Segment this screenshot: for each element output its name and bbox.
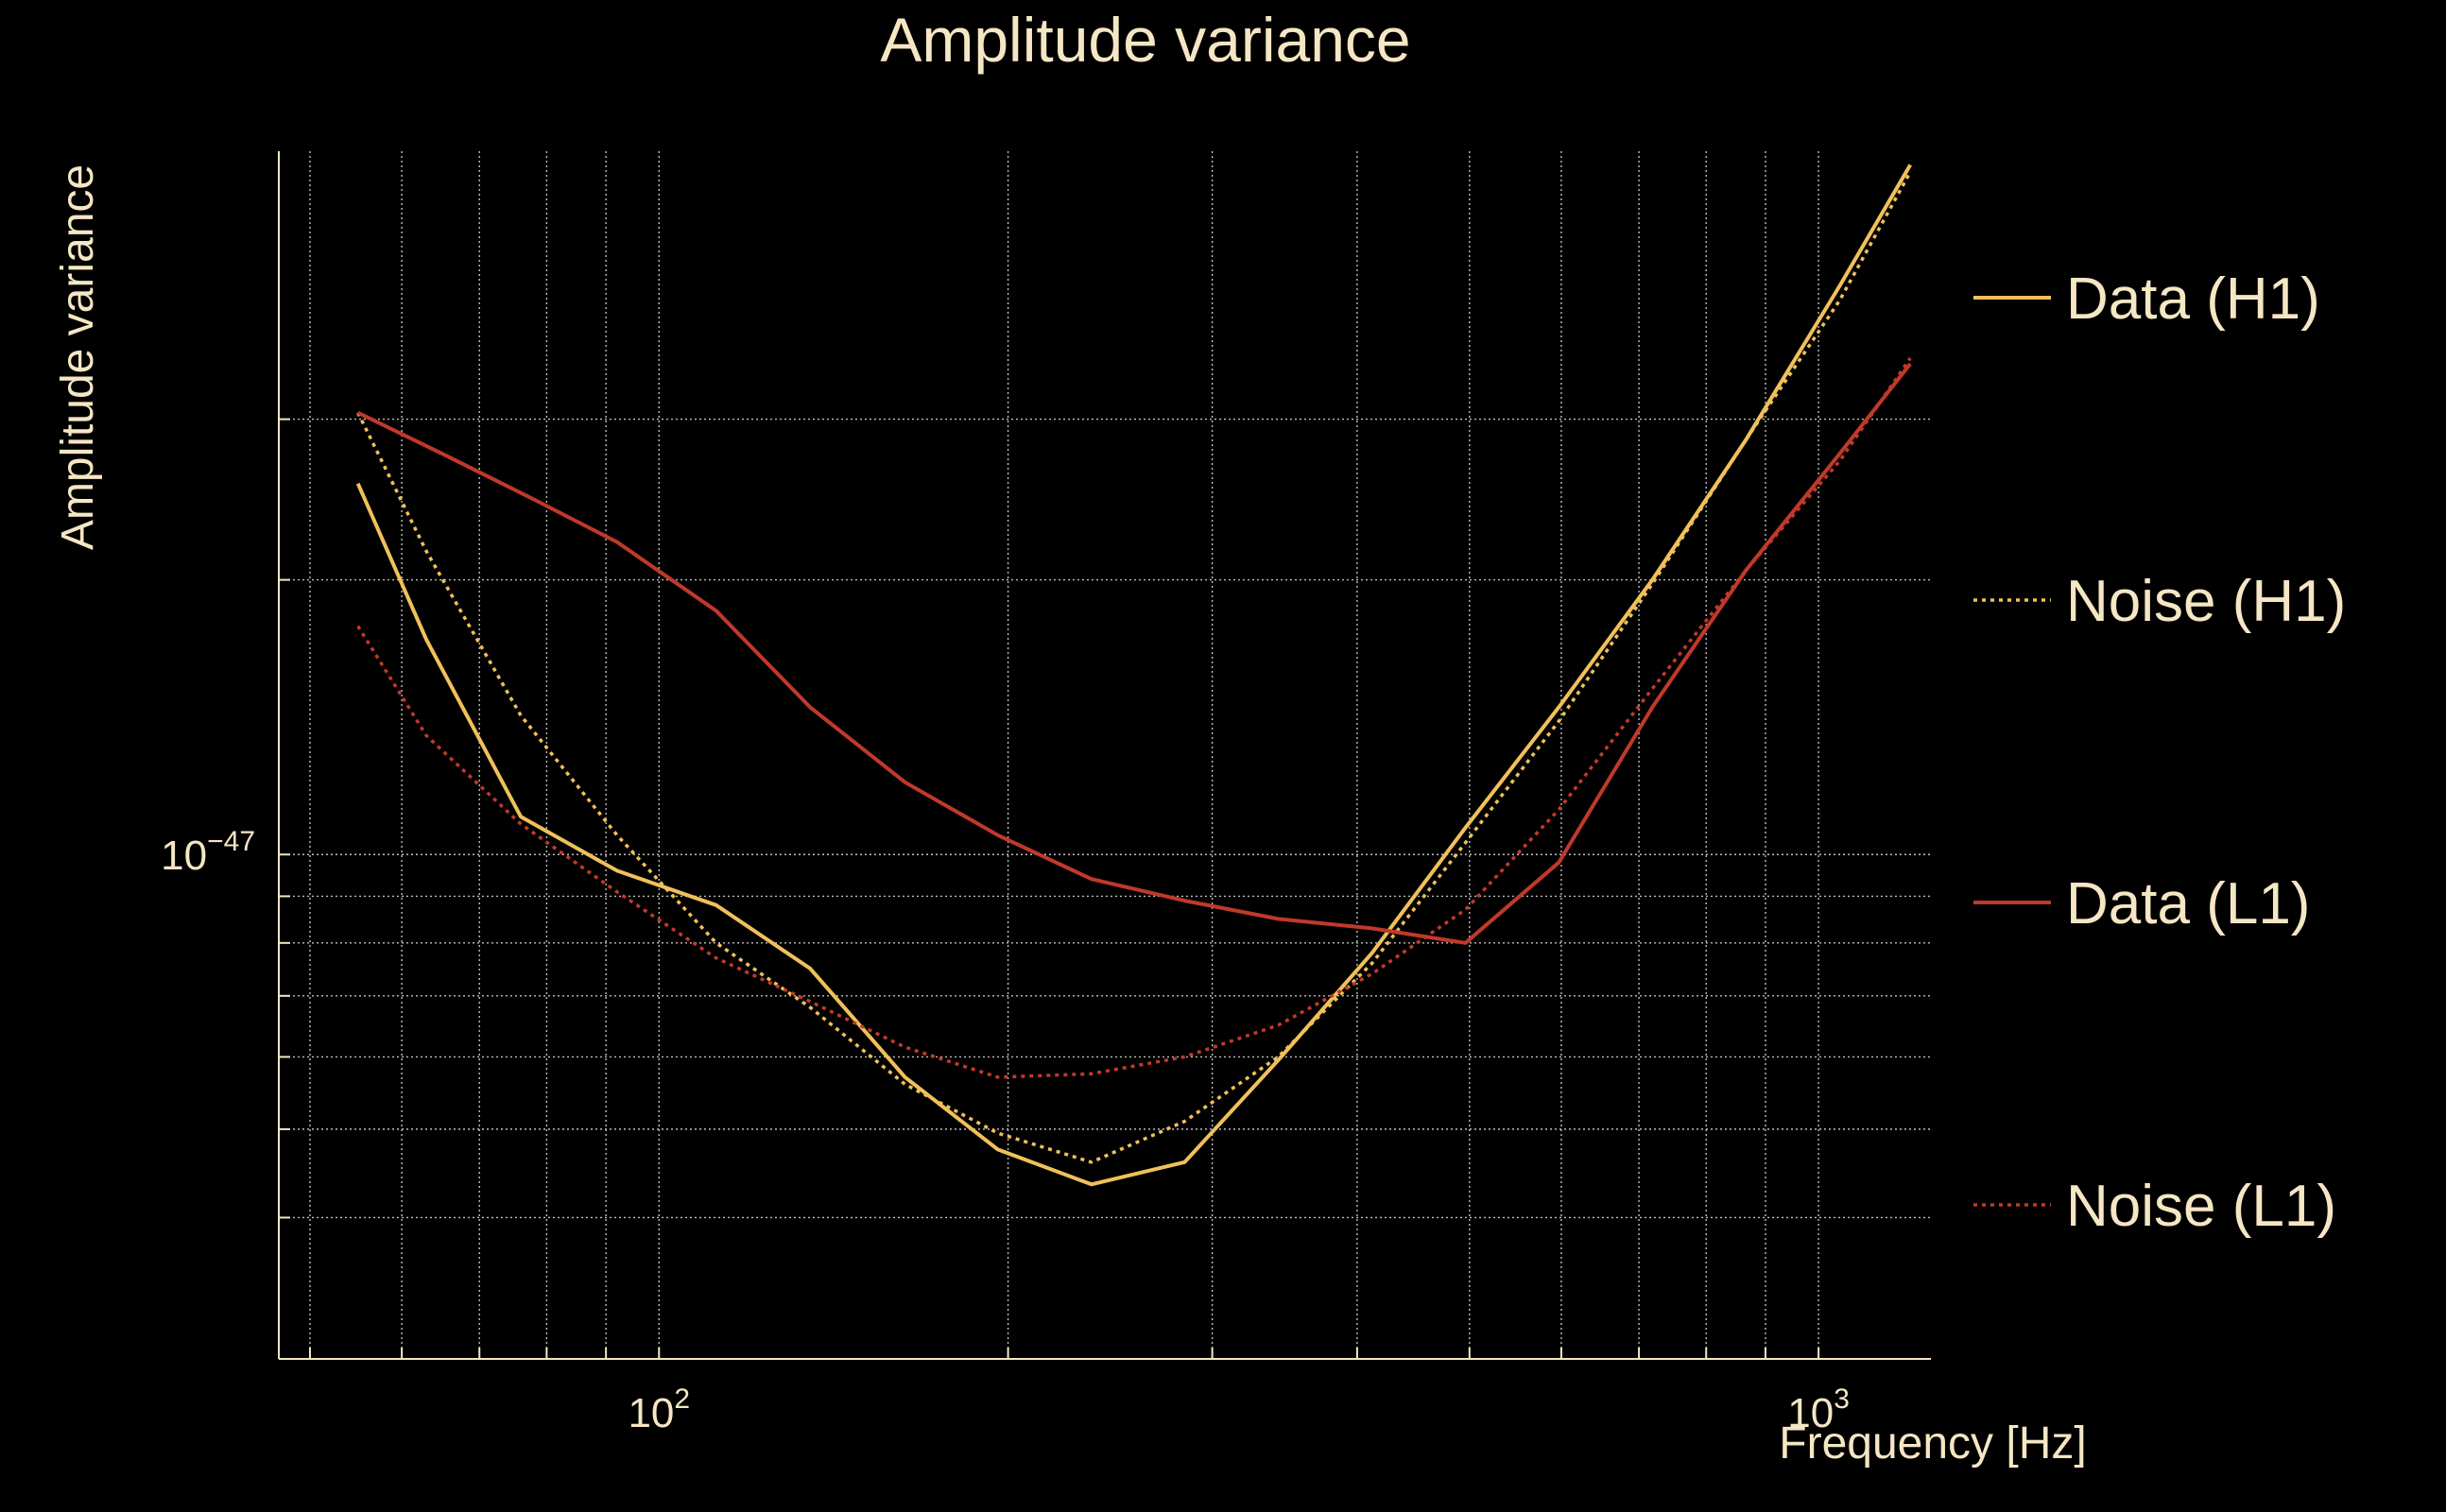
axes [278, 151, 1931, 1360]
legend-item-data-h1: Data (H1) [1973, 266, 2320, 332]
legend-item-noise-l1: Noise (L1) [1973, 1174, 2336, 1239]
y-tick-label: 10−47 [161, 826, 255, 879]
legend-label-data-h1: Data (H1) [2066, 266, 2320, 332]
x-axis-label: Frequency [Hz] [1779, 1418, 2086, 1469]
tick-labels: 102 103 10−47 [161, 826, 1850, 1436]
legend-item-data-l1: Data (L1) [1973, 871, 2310, 936]
x-tick-label: 103 [1787, 1383, 1850, 1436]
grid [279, 151, 1931, 1359]
x-tick-label: 102 [628, 1383, 690, 1436]
legend: Data (H1) Noise (H1) Data (L1) Noise (L1) [1973, 266, 2346, 1239]
legend-label-data-l1: Data (L1) [2066, 871, 2310, 936]
legend-item-noise-h1: Noise (H1) [1973, 569, 2346, 634]
series-line-data-l1 [356, 362, 1912, 945]
series-line-noise-h1 [356, 171, 1912, 1164]
legend-label-noise-l1: Noise (L1) [2066, 1174, 2336, 1239]
series-line-data-h1 [355, 163, 1912, 1187]
legend-label-noise-h1: Noise (H1) [2066, 569, 2346, 634]
y-axis-label: Amplitude variance [53, 164, 103, 550]
chart-title: Amplitude variance [880, 5, 1410, 75]
series [355, 163, 1912, 1187]
